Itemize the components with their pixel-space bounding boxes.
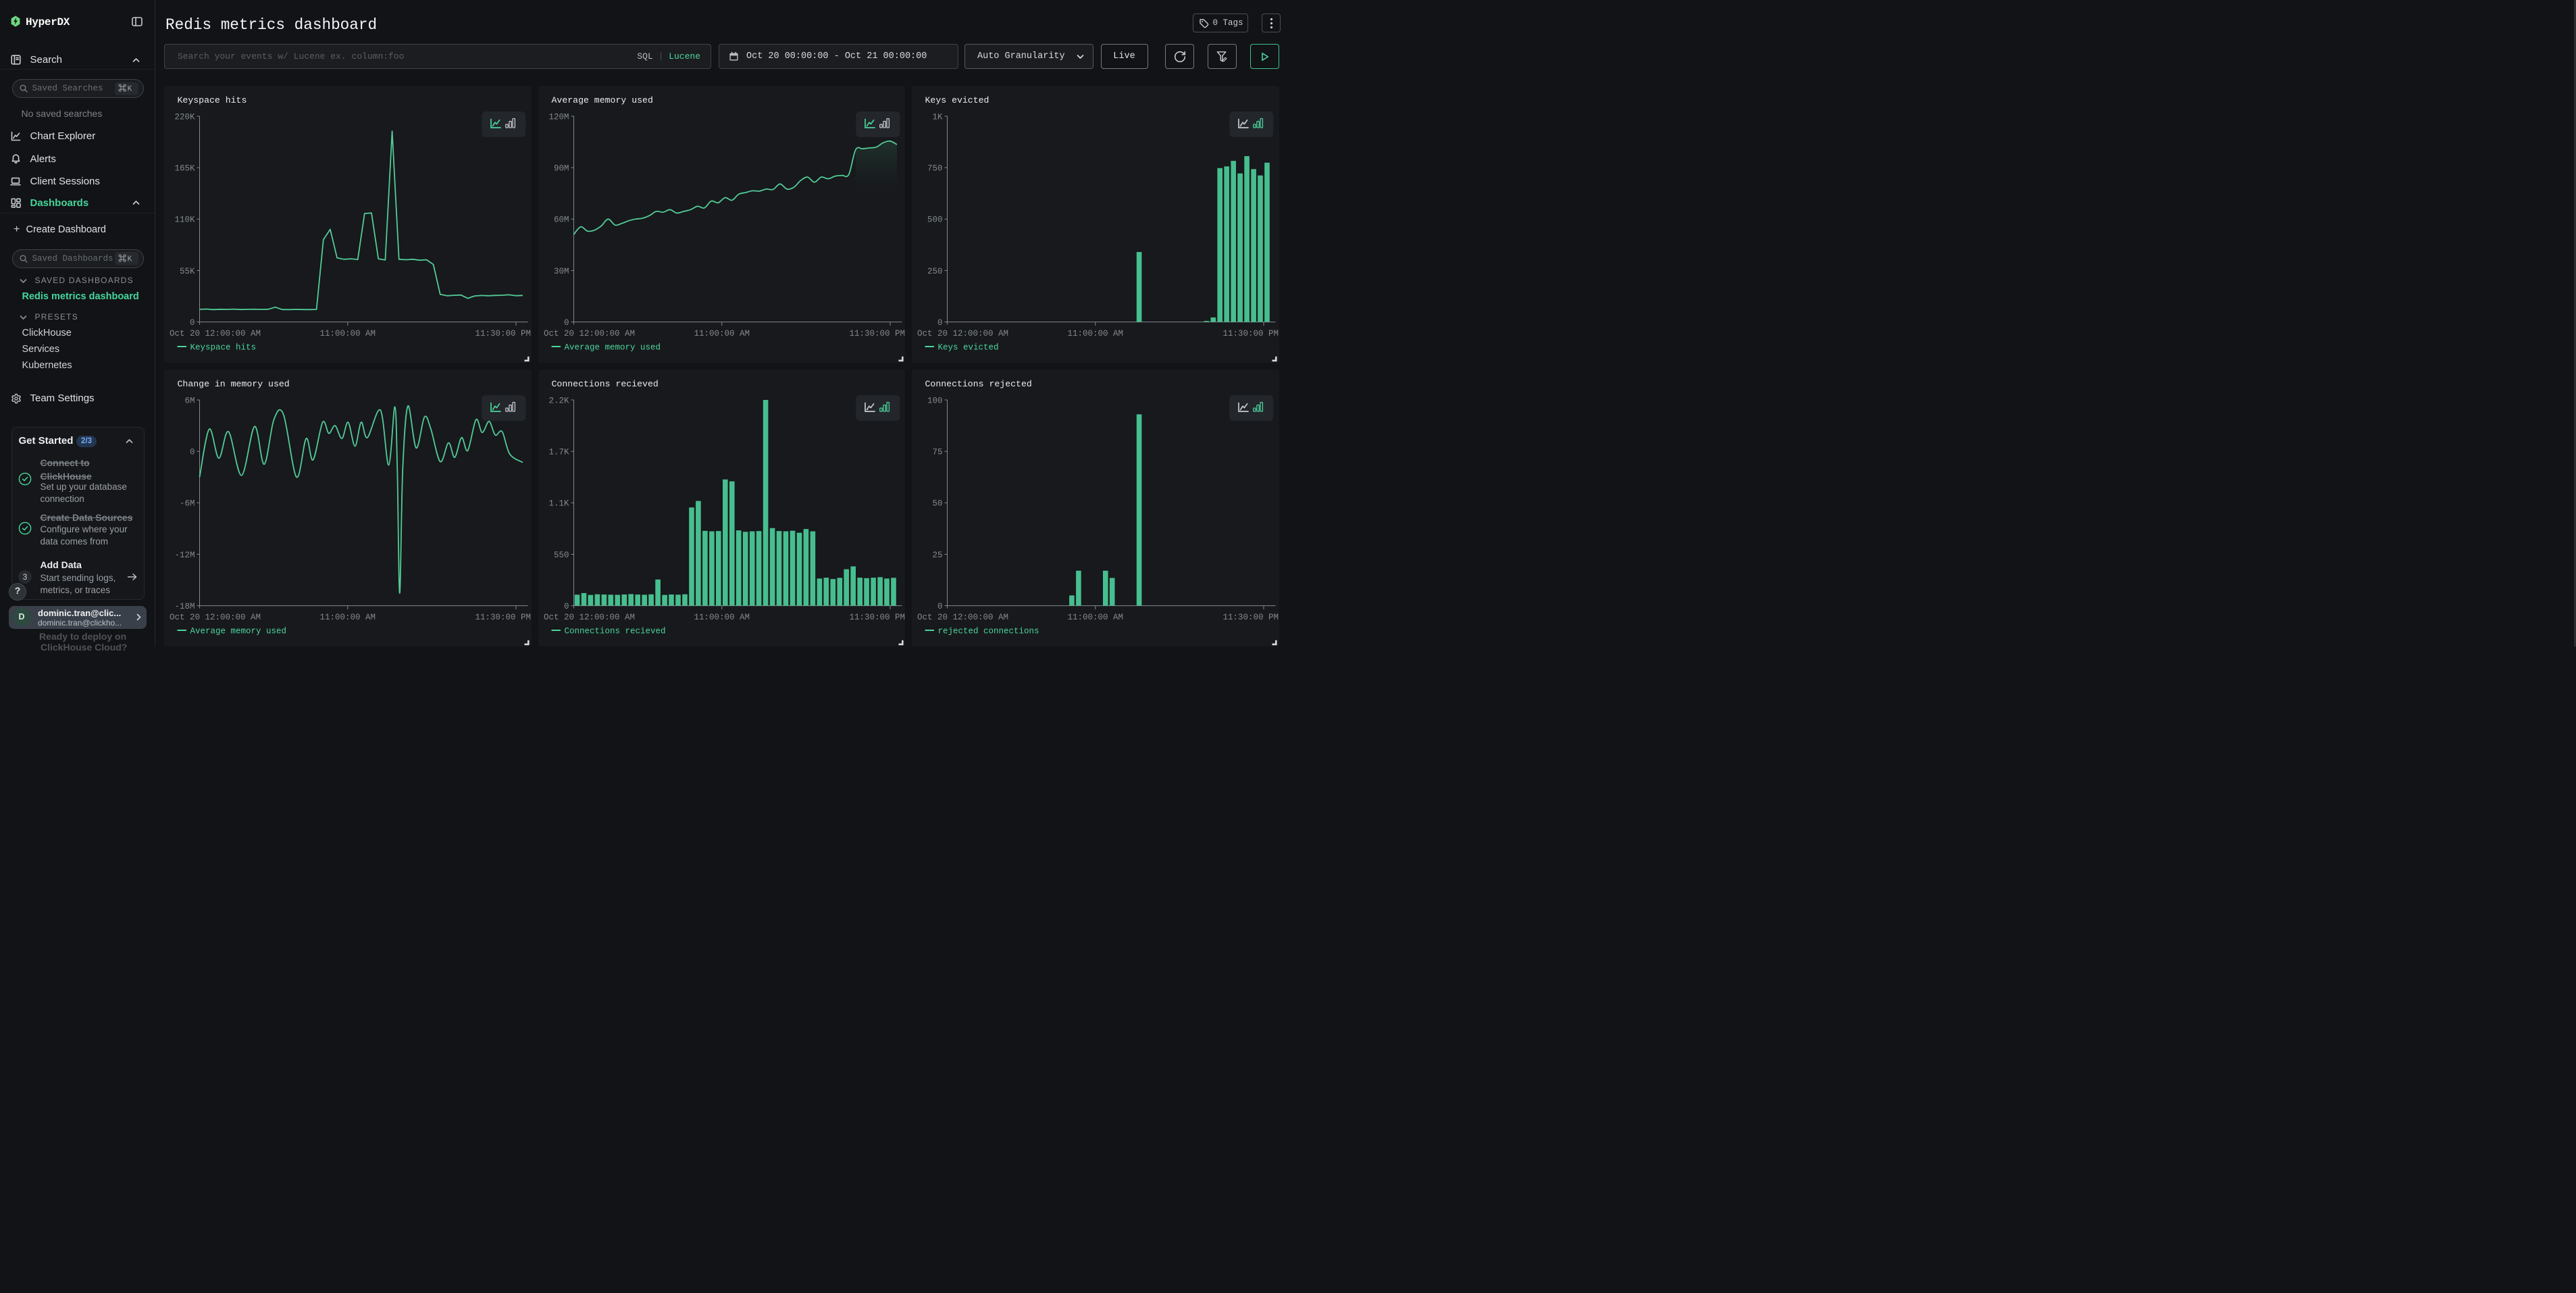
svg-text:11:00:00 AM: 11:00:00 AM xyxy=(320,613,376,622)
svg-text:0: 0 xyxy=(190,448,195,457)
svg-text:11:00:00 AM: 11:00:00 AM xyxy=(320,329,376,338)
svg-text:165K: 165K xyxy=(174,164,195,174)
svg-text:Oct 20 12:00:00 AM: Oct 20 12:00:00 AM xyxy=(170,613,261,622)
svg-text:K: K xyxy=(128,85,132,94)
svg-text:Change in memory used: Change in memory used xyxy=(178,379,290,389)
svg-text:11:30:00 PM: 11:30:00 PM xyxy=(849,329,905,338)
svg-text:11:30:00 PM: 11:30:00 PM xyxy=(1222,329,1279,338)
svg-text:Average memory used: Average memory used xyxy=(190,627,287,636)
svg-text:Keys evicted: Keys evicted xyxy=(938,343,999,353)
svg-text:Connections rejected: Connections rejected xyxy=(925,379,1032,389)
svg-text:30M: 30M xyxy=(553,267,569,276)
svg-text:750: 750 xyxy=(927,164,943,174)
svg-text:1.1K: 1.1K xyxy=(548,499,569,509)
svg-text:Oct 20 12:00:00 AM: Oct 20 12:00:00 AM xyxy=(917,613,1008,622)
svg-text:25: 25 xyxy=(932,551,942,560)
svg-text:1K: 1K xyxy=(932,112,943,122)
svg-text:Average memory used: Average memory used xyxy=(551,95,652,105)
svg-text:11:00:00 AM: 11:00:00 AM xyxy=(1068,329,1124,338)
svg-text:11:30:00 PM: 11:30:00 PM xyxy=(849,613,905,622)
svg-text:Keys evicted: Keys evicted xyxy=(925,95,989,105)
svg-text:K: K xyxy=(128,255,132,263)
svg-text:11:30:00 PM: 11:30:00 PM xyxy=(1222,613,1279,622)
svg-text:120M: 120M xyxy=(548,112,569,122)
svg-text:11:30:00 PM: 11:30:00 PM xyxy=(475,329,531,338)
svg-text:90M: 90M xyxy=(553,164,569,174)
svg-text:-6M: -6M xyxy=(180,499,195,509)
svg-text:0: 0 xyxy=(937,602,943,611)
svg-text:500: 500 xyxy=(927,216,943,225)
svg-text:110K: 110K xyxy=(174,216,195,225)
svg-text:Connections recieved: Connections recieved xyxy=(564,627,665,636)
svg-text:55K: 55K xyxy=(180,267,195,276)
svg-text:Oct 20 12:00:00 AM: Oct 20 12:00:00 AM xyxy=(917,329,1008,338)
svg-text:-12M: -12M xyxy=(174,551,195,560)
svg-text:Average memory used: Average memory used xyxy=(564,343,661,353)
svg-text:6M: 6M xyxy=(184,396,195,405)
svg-text:-18M: -18M xyxy=(174,602,195,611)
svg-text:1.7K: 1.7K xyxy=(548,448,569,457)
svg-text:550: 550 xyxy=(553,551,569,560)
svg-text:50: 50 xyxy=(932,499,942,509)
svg-text:Keyspace hits: Keyspace hits xyxy=(178,95,247,105)
svg-text:Keyspace hits: Keyspace hits xyxy=(190,343,257,353)
svg-text:rejected connections: rejected connections xyxy=(938,627,1039,636)
svg-text:0: 0 xyxy=(563,602,569,611)
svg-text:220K: 220K xyxy=(174,112,195,122)
svg-text:0: 0 xyxy=(563,318,569,328)
svg-text:Oct 20 12:00:00 AM: Oct 20 12:00:00 AM xyxy=(544,329,635,338)
svg-text:11:30:00 PM: 11:30:00 PM xyxy=(475,613,531,622)
svg-text:60M: 60M xyxy=(553,216,569,225)
svg-text:250: 250 xyxy=(927,267,943,276)
svg-text:0: 0 xyxy=(190,318,195,328)
svg-text:2.2K: 2.2K xyxy=(548,396,569,405)
svg-text:Oct 20 12:00:00 AM: Oct 20 12:00:00 AM xyxy=(544,613,635,622)
svg-text:Oct 20 12:00:00 AM: Oct 20 12:00:00 AM xyxy=(170,329,261,338)
svg-text:100: 100 xyxy=(927,396,943,405)
svg-text:11:00:00 AM: 11:00:00 AM xyxy=(1068,613,1124,622)
svg-text:0: 0 xyxy=(937,318,943,328)
svg-text:11:00:00 AM: 11:00:00 AM xyxy=(694,613,750,622)
svg-text:75: 75 xyxy=(932,448,942,457)
svg-text:11:00:00 AM: 11:00:00 AM xyxy=(694,329,750,338)
svg-text:Connections recieved: Connections recieved xyxy=(551,379,658,389)
